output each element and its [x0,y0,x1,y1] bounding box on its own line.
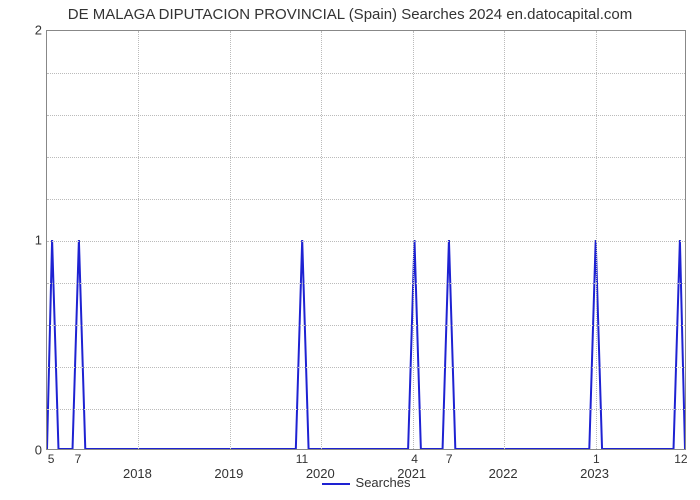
value-label: 7 [446,452,453,466]
gridline-h [47,199,685,200]
value-label: 4 [411,452,418,466]
gridline-h [47,325,685,326]
gridline-v [230,31,231,449]
value-label: 12 [674,452,687,466]
legend-swatch [322,483,350,485]
gridline-h [47,115,685,116]
plot-area [46,30,686,450]
x-tick-label: 2018 [123,466,152,481]
x-tick-label: 2023 [580,466,609,481]
value-label: 11 [296,452,308,466]
value-label: 7 [75,452,82,466]
gridline-h [47,367,685,368]
y-tick-label: 2 [22,23,42,38]
y-tick-label: 0 [22,443,42,458]
gridline-v [138,31,139,449]
series-line [47,31,685,449]
line-chart: DE MALAGA DIPUTACION PROVINCIAL (Spain) … [0,0,700,500]
value-label: 5 [48,452,55,466]
value-label: 1 [593,452,600,466]
gridline-v [321,31,322,449]
gridline-h [47,409,685,410]
x-tick-label: 2022 [489,466,518,481]
gridline-h [47,157,685,158]
gridline-v [596,31,597,449]
gridline-h [47,283,685,284]
x-tick-label: 2020 [306,466,335,481]
x-tick-label: 2019 [214,466,243,481]
gridline-v [413,31,414,449]
gridline-v [504,31,505,449]
y-tick-label: 1 [22,233,42,248]
series-polyline [47,240,685,449]
chart-title: DE MALAGA DIPUTACION PROVINCIAL (Spain) … [0,6,700,23]
gridline-h [47,73,685,74]
x-tick-label: 2021 [397,466,426,481]
gridline-h [47,241,685,242]
